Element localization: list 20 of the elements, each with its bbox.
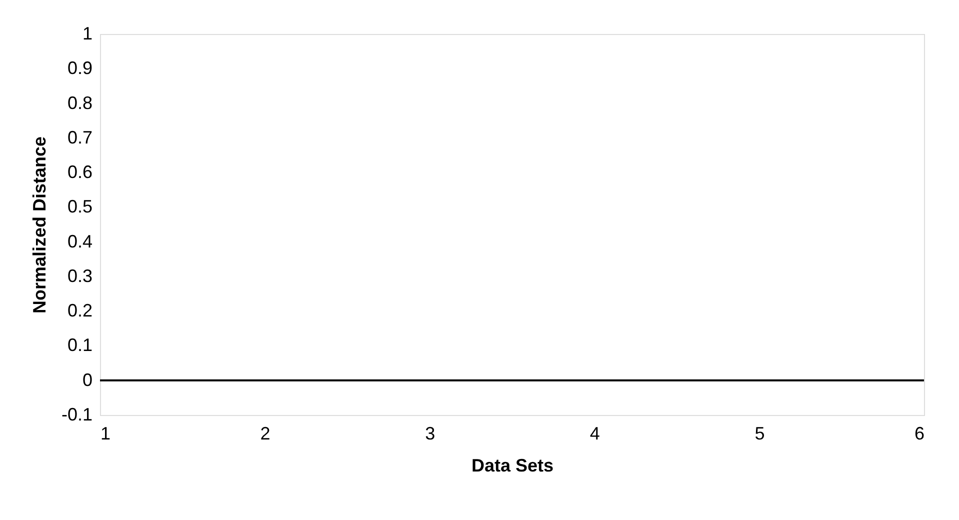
- y-tick-label: 0.5: [67, 196, 92, 217]
- y-tick-label: 0.3: [67, 266, 92, 286]
- y-tick-label: 0: [82, 370, 92, 390]
- y-tick-label: 0.2: [67, 300, 92, 321]
- y-tick-label: 1: [82, 24, 92, 44]
- x-tick-label: 1: [100, 424, 111, 444]
- x-tick-label: 5: [754, 424, 765, 444]
- y-tick-label: 0.6: [67, 162, 92, 182]
- y-tick-label: 0.4: [67, 231, 92, 252]
- x-axis-title: Data Sets: [471, 456, 554, 476]
- x-tick-label: 6: [914, 424, 924, 444]
- y-tick-label: 0.8: [67, 92, 92, 113]
- x-tick-label: 4: [590, 424, 600, 444]
- x-tick-label: 2: [260, 424, 270, 444]
- y-tick-label: 0.1: [67, 335, 92, 356]
- x-tick-label: 3: [425, 424, 436, 444]
- y-tick-label: -0.1: [61, 404, 92, 424]
- y-axis-title: Normalized Distance: [29, 136, 50, 314]
- y-tick-label: 0.9: [67, 58, 92, 78]
- y-tick-label: 0.7: [67, 127, 92, 148]
